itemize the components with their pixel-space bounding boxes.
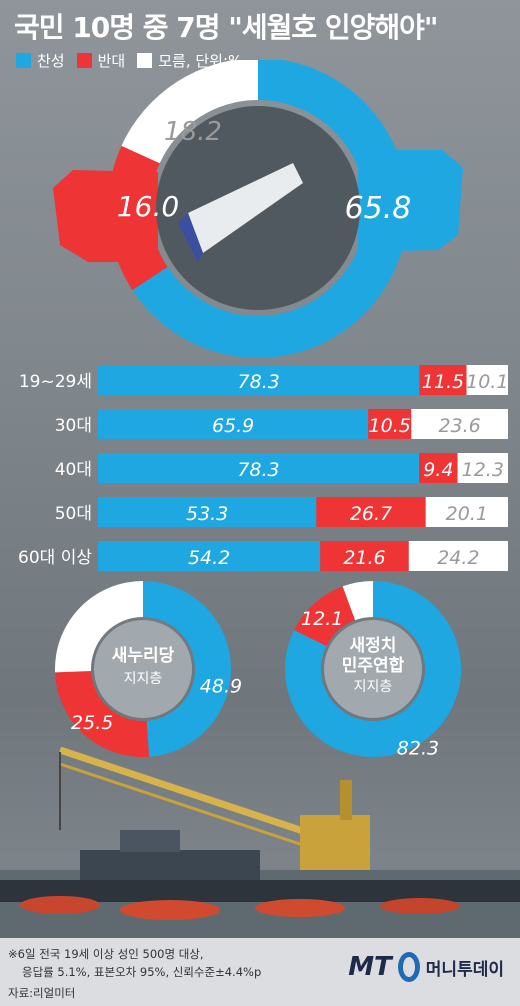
saenuri-donut-slice-1 [55, 670, 150, 757]
bar-label-2-2: 12.3 [462, 459, 504, 481]
bar-3-0 [98, 497, 317, 527]
bar-label-2-1: 9.4 [423, 459, 453, 481]
legend-swatch-no [76, 53, 92, 68]
legend-swatch-yes [16, 53, 31, 68]
ferry-stripe [178, 213, 203, 263]
footnote-line-1: ※6일 전국 19세 이상 성인 500명 대상, [8, 947, 204, 961]
bar-0-1 [419, 365, 467, 395]
saenuri-donut-center [94, 620, 192, 718]
bar-label-0-0: 78.3 [238, 371, 280, 393]
bar-label-1-2: 23.6 [438, 415, 480, 437]
bar-0-2 [466, 365, 508, 395]
bar-label-3-0: 53.3 [186, 503, 228, 525]
saenuri-donut-label-0: 48.9 [200, 676, 242, 698]
main-donut-slice-0 [132, 60, 408, 358]
bar-label-3-1: 26.7 [350, 503, 392, 525]
logo-mark: MT [348, 952, 392, 982]
bar-label-0-2: 10.1 [466, 371, 508, 393]
source-label: 자료:리얼미터 [8, 986, 76, 1000]
legend-label-yes: 찬성 [37, 52, 65, 70]
npad-donut-title-1: 민주연합 [342, 655, 405, 676]
legend-label-no: 반대 [97, 52, 126, 70]
footnote-panel: ※6일 전국 19세 이상 성인 500명 대상, 응답률 5.1%, 표본오차… [0, 938, 520, 1006]
bar-1-1 [368, 409, 412, 439]
saenuri-donut-slice-0 [143, 581, 231, 757]
ferry-hull [188, 163, 303, 253]
npad-donut-center [324, 620, 422, 718]
bar-1-0 [98, 409, 369, 439]
logo-ring-icon [397, 952, 420, 982]
bar-2-0 [98, 453, 420, 483]
main-donut-label-2: 18.2 [164, 117, 222, 147]
bar-label-1-1: 10.5 [369, 415, 411, 437]
npad-donut-title-0: 새정치 [350, 636, 397, 656]
age-label-0: 19~29세 [19, 372, 92, 392]
footnote-line-2: 응답률 5.1%, 표본오차 95%, 신뢰수준±4.4%p [22, 965, 262, 979]
age-label-1: 30대 [55, 416, 92, 436]
bar-label-3-2: 20.1 [446, 503, 488, 525]
barge [0, 830, 520, 902]
npad-donut-slice-0 [285, 581, 461, 757]
npad-donut-subtitle: 지지층 [354, 679, 393, 695]
bar-4-2 [408, 541, 508, 571]
main-donut-label-0: 65.8 [345, 191, 412, 226]
main-donut-slice-1 [108, 145, 168, 290]
npad-donut-label-1: 12.1 [301, 608, 343, 630]
bar-label-4-1: 21.6 [343, 547, 385, 569]
bar-2-1 [419, 453, 458, 483]
saenuri-donut-title-0: 새누리당 [112, 646, 175, 666]
npad-donut-slice-1 [294, 586, 356, 646]
main-donut-label-1: 16.0 [117, 190, 179, 223]
saenuri-donut-subtitle: 지지층 [124, 671, 163, 687]
bar-2-2 [457, 453, 508, 483]
rescue-boats [20, 896, 460, 920]
bar-3-1 [316, 497, 426, 527]
main-donut-chart: 65.8 16.0 18.2 [53, 60, 463, 358]
page-title: 국민 10명 중 7명 "세월호 인양해야" [14, 11, 438, 44]
bar-label-2-0: 78.3 [237, 459, 279, 481]
bar-label-4-0: 54.2 [188, 547, 230, 569]
bar-4-0 [98, 541, 321, 571]
legend-swatch-unknown [137, 53, 153, 68]
bar-1-2 [411, 409, 508, 439]
salvage-scene-illustration [0, 746, 520, 940]
main-donut-slice-2 [121, 60, 258, 164]
logo-name: 머니투데이 [425, 959, 504, 980]
crane [58, 746, 370, 870]
bar-3-2 [425, 497, 508, 527]
bar-0-0 [98, 365, 420, 395]
age-label-2: 40대 [55, 460, 92, 480]
bar-label-4-2: 24.2 [437, 547, 479, 569]
saenuri-donut-label-1: 25.5 [71, 712, 113, 734]
bar-4-1 [320, 541, 409, 571]
age-stacked-bar-chart: 19~29세 78.3 11.5 10.1 30대 65.9 10.5 23.6 40대 78.3… [18, 365, 508, 571]
age-label-4: 60대 이상 [18, 548, 92, 568]
bar-label-0-1: 11.5 [422, 371, 464, 393]
npad-donut-label-0: 82.3 [397, 737, 439, 759]
bar-label-1-0: 65.9 [212, 415, 254, 437]
age-label-3: 50대 [55, 504, 92, 524]
saenuri-donut-slice-2 [55, 581, 143, 673]
npad-donut-slice-2 [342, 581, 373, 621]
publisher-logo: MT 머니투데이 [348, 952, 504, 982]
